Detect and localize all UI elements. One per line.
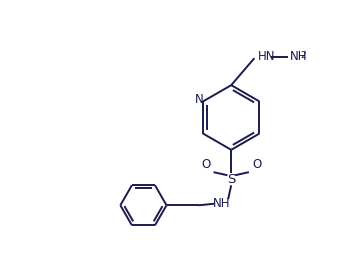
Text: S: S bbox=[227, 172, 235, 186]
Text: NH: NH bbox=[213, 197, 231, 210]
Text: N: N bbox=[195, 93, 204, 106]
Text: HN: HN bbox=[257, 50, 275, 63]
Text: 2: 2 bbox=[301, 51, 306, 60]
Text: NH: NH bbox=[290, 50, 307, 63]
Text: O: O bbox=[201, 158, 210, 171]
Text: O: O bbox=[252, 158, 261, 171]
